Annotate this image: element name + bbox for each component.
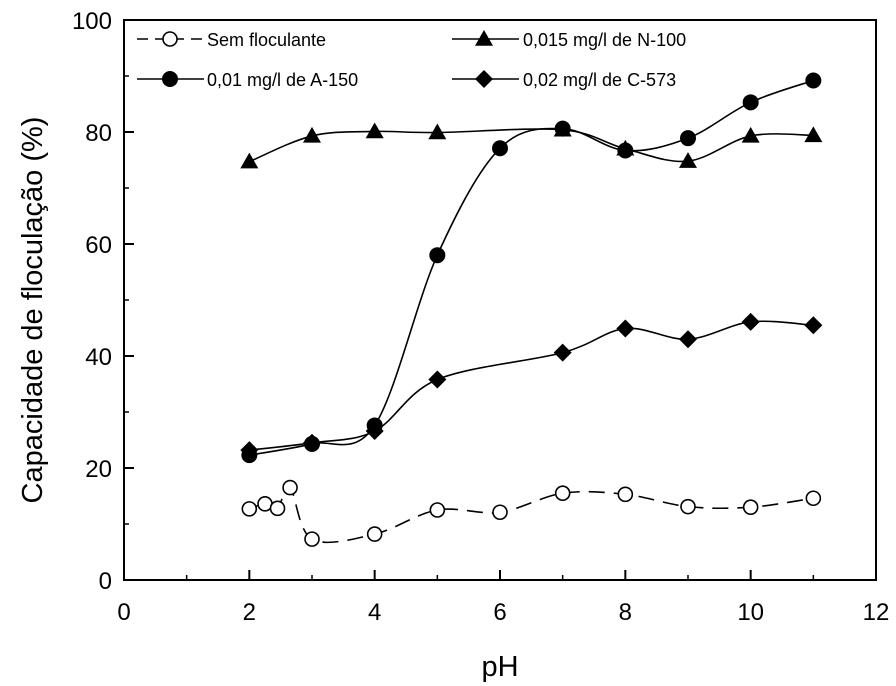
x-axis-ticks: 0 2 4 6 8 10 12 bbox=[117, 570, 889, 626]
y-tick-label: 40 bbox=[85, 344, 112, 371]
legend-label-4: 0,02 mg/l de C-573 bbox=[523, 70, 676, 90]
data-point-series-4 bbox=[365, 422, 384, 441]
x-axis-title: pH bbox=[481, 651, 518, 683]
data-point-series-4 bbox=[741, 312, 760, 331]
legend-marker-1 bbox=[162, 31, 178, 47]
y-axis-title: Capacidade de floculação (%) bbox=[17, 117, 49, 504]
data-point-series-1 bbox=[429, 502, 446, 518]
data-point-series-3 bbox=[617, 142, 634, 159]
legend-marker-2 bbox=[475, 30, 493, 46]
data-point-series-2 bbox=[365, 122, 384, 139]
data-point-series-2 bbox=[679, 152, 697, 168]
data-point-series-1 bbox=[554, 485, 571, 502]
data-point-series-2 bbox=[240, 152, 259, 169]
data-point-series-4 bbox=[804, 316, 823, 335]
series-markers bbox=[240, 72, 823, 547]
y-axis-ticks: 0 20 40 60 80 100 bbox=[72, 8, 134, 595]
x-tick-label: 10 bbox=[737, 599, 764, 626]
x-tick-label: 2 bbox=[243, 599, 256, 626]
data-point-series-3 bbox=[492, 140, 508, 157]
series-line-4 bbox=[249, 320, 814, 451]
data-point-series-4 bbox=[553, 343, 572, 362]
data-point-series-1 bbox=[269, 500, 286, 517]
legend-label-1: Sem floculante bbox=[207, 30, 326, 50]
data-point-series-1 bbox=[492, 504, 508, 521]
x-tick-label: 12 bbox=[863, 599, 890, 626]
legend-marker-3 bbox=[162, 71, 178, 87]
y-tick-label: 20 bbox=[85, 456, 112, 483]
data-point-series-1 bbox=[282, 479, 298, 496]
data-point-series-1 bbox=[805, 490, 822, 507]
y-tick-label: 100 bbox=[72, 8, 112, 35]
data-point-series-2 bbox=[428, 123, 447, 140]
data-point-series-2 bbox=[303, 126, 321, 143]
y-tick-label: 0 bbox=[99, 568, 112, 595]
data-point-series-4 bbox=[679, 330, 697, 349]
x-tick-label: 4 bbox=[368, 599, 381, 626]
data-point-series-3 bbox=[680, 130, 696, 147]
data-point-series-1 bbox=[617, 486, 634, 503]
y-tick-label: 60 bbox=[85, 232, 112, 259]
data-point-series-3 bbox=[742, 94, 759, 111]
x-tick-label: 8 bbox=[619, 599, 632, 626]
x-tick-label: 6 bbox=[493, 599, 506, 626]
y-tick-label: 80 bbox=[85, 120, 112, 147]
data-point-series-4 bbox=[240, 441, 259, 460]
data-point-series-3 bbox=[554, 120, 571, 137]
data-point-series-4 bbox=[303, 433, 321, 452]
data-point-series-1 bbox=[366, 526, 383, 542]
data-point-series-3 bbox=[805, 72, 822, 89]
data-point-series-3 bbox=[429, 247, 446, 264]
legend-marker-4 bbox=[475, 70, 493, 88]
data-point-series-1 bbox=[304, 531, 320, 547]
data-point-series-4 bbox=[616, 319, 635, 338]
legend-label-3: 0,01 mg/l de A-150 bbox=[207, 70, 358, 90]
data-point-series-1 bbox=[680, 498, 696, 515]
data-point-series-4 bbox=[428, 370, 447, 389]
data-point-series-2 bbox=[741, 126, 760, 143]
legend-label-2: 0,015 mg/l de N-100 bbox=[523, 30, 686, 50]
x-tick-label: 0 bbox=[117, 599, 130, 626]
data-point-series-2 bbox=[804, 126, 823, 143]
legend: Sem floculante 0,015 mg/l de N-100 0,01 mg… bbox=[137, 30, 686, 90]
data-point-series-1 bbox=[241, 501, 258, 517]
data-point-series-1 bbox=[742, 499, 759, 516]
